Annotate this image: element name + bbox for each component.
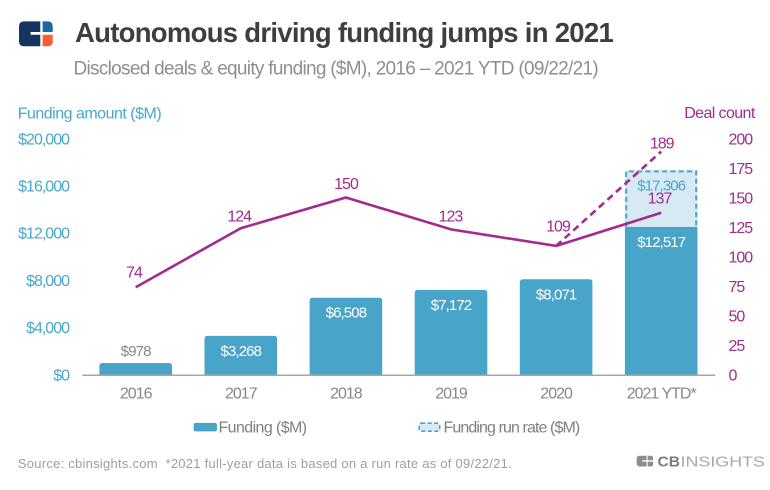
svg-text:Funding run rate ($M): Funding run rate ($M) bbox=[444, 420, 580, 437]
svg-text:2018: 2018 bbox=[330, 386, 363, 403]
svg-text:150: 150 bbox=[334, 176, 359, 193]
svg-text:50: 50 bbox=[729, 308, 746, 325]
svg-text:CB: CB bbox=[658, 453, 681, 470]
svg-text:189: 189 bbox=[650, 136, 675, 153]
svg-text:$16,000: $16,000 bbox=[18, 179, 70, 196]
svg-text:175: 175 bbox=[729, 161, 754, 178]
svg-text:75: 75 bbox=[729, 279, 746, 296]
svg-text:Source: cbinsights.com *2021: Source: cbinsights.com *2021 full-year d… bbox=[18, 456, 512, 471]
svg-text:$12,000: $12,000 bbox=[18, 226, 70, 243]
svg-text:$978: $978 bbox=[121, 343, 151, 360]
svg-text:$7,172: $7,172 bbox=[431, 297, 472, 314]
svg-text:74: 74 bbox=[126, 264, 143, 281]
svg-text:2016: 2016 bbox=[120, 386, 153, 403]
svg-text:Funding amount ($M): Funding amount ($M) bbox=[18, 106, 162, 123]
svg-text:2020: 2020 bbox=[540, 386, 573, 403]
svg-text:200: 200 bbox=[729, 131, 754, 148]
svg-text:INSIGHTS: INSIGHTS bbox=[681, 453, 766, 470]
svg-text:Funding ($M): Funding ($M) bbox=[219, 420, 307, 437]
svg-text:2017: 2017 bbox=[225, 386, 258, 403]
svg-text:$8,000: $8,000 bbox=[26, 273, 70, 290]
svg-text:0: 0 bbox=[729, 367, 738, 384]
svg-text:$6,508: $6,508 bbox=[326, 305, 367, 322]
svg-text:150: 150 bbox=[729, 190, 754, 207]
svg-text:$0: $0 bbox=[53, 367, 70, 384]
svg-text:2021 YTD*: 2021 YTD* bbox=[627, 386, 697, 403]
svg-text:$4,000: $4,000 bbox=[26, 320, 70, 337]
svg-text:137: 137 bbox=[648, 190, 673, 207]
svg-text:$8,071: $8,071 bbox=[536, 286, 577, 303]
svg-text:Autonomous driving funding jum: Autonomous driving funding jumps in 2021 bbox=[75, 17, 613, 48]
svg-text:125: 125 bbox=[729, 220, 754, 237]
svg-text:$20,000: $20,000 bbox=[18, 131, 70, 148]
svg-text:100: 100 bbox=[729, 249, 754, 266]
svg-text:2019: 2019 bbox=[435, 386, 468, 403]
svg-text:124: 124 bbox=[227, 208, 252, 225]
svg-text:Disclosed deals & equity fundi: Disclosed deals & equity funding ($M), 2… bbox=[74, 58, 599, 79]
svg-text:$12,517: $12,517 bbox=[637, 234, 685, 251]
svg-text:123: 123 bbox=[439, 208, 464, 225]
svg-text:$17,306: $17,306 bbox=[637, 177, 685, 194]
svg-text:109: 109 bbox=[546, 218, 571, 235]
svg-text:Deal count: Deal count bbox=[684, 105, 756, 122]
svg-text:25: 25 bbox=[729, 338, 746, 355]
svg-text:$3,268: $3,268 bbox=[221, 343, 262, 360]
